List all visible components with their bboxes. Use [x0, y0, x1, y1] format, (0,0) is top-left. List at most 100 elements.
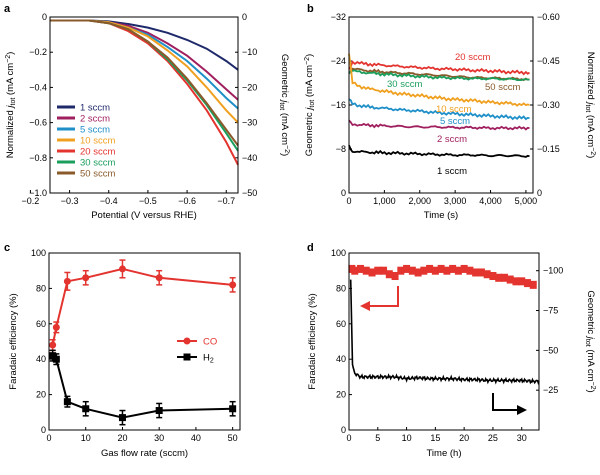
panel-c-xtick-label: 10 [81, 433, 91, 443]
panel-c-point [52, 355, 60, 363]
panel-b-xtick-label: 4,000 [479, 196, 502, 206]
panel-c-frame [48, 252, 241, 431]
panel-d-frame [348, 252, 540, 431]
panel-d-fe-point [512, 277, 520, 286]
panel-b-annotation: 50 sccm [485, 82, 520, 93]
panel-b-ytick-label: −24 [331, 56, 346, 66]
panel-d-fe-point [477, 268, 485, 277]
panel-c-point [63, 398, 71, 406]
panel-d: d 0 5 10 15 20 25 30 0 20 40 60 80 100 −25 −50 −75 −100 Ti… [307, 242, 596, 459]
panel-c-xtick-label: 30 [154, 433, 164, 443]
panel-d-fe-point [374, 266, 382, 275]
panel-d-fe-point [466, 266, 474, 275]
panel-b-y2tick-label: −0.60 [537, 12, 560, 22]
panel-b-annotation: 1 sccm [437, 166, 467, 177]
panel-d-y2tick-label: −100 [543, 266, 563, 276]
panel-d-fe-point [397, 266, 405, 275]
panel-a-ytick-label: −1.0 [29, 188, 47, 198]
panel-b-y2label: Normalized jtot (mA cm−2) [584, 52, 596, 159]
panel-b-annotation: 20 sccm [455, 52, 490, 63]
panel-b-xtick-label: 1,000 [373, 196, 396, 206]
panel-c-legend-marker [183, 337, 191, 345]
panel-b-series-line [348, 60, 530, 76]
panel-a-y2tick-label: −20 [242, 82, 257, 92]
panel-d-fe-point [483, 270, 491, 279]
panel-d-fe-point [362, 266, 370, 275]
panel-a-legend-label: 50 sccm [80, 169, 115, 180]
panel-a-label: a [4, 3, 11, 15]
panel-b-ylabel: Geometric jtot (mA cm−2) [304, 54, 316, 156]
panel-d-y2tick-label: −50 [543, 345, 558, 355]
panel-d-fe-point [529, 280, 537, 289]
panel-b-series-line [348, 98, 530, 121]
panel-c-xtick-label: 20 [117, 433, 127, 443]
panel-c-label: c [4, 242, 10, 254]
panel-b-annotation: 30 sccm [387, 79, 422, 90]
panel-d-fe-point [408, 266, 416, 275]
panel-d-y2label: Geometric jtot (mA cm−2) [584, 290, 596, 392]
panel-b-series-line [348, 67, 530, 82]
panel-a-ytick-label: −0.4 [29, 82, 47, 92]
panel-d-xlabel: Time (h) [426, 448, 461, 459]
panel-c-point [63, 277, 71, 285]
panel-c-point [118, 265, 126, 273]
panel-a-y2tick-label: 0 [242, 12, 247, 22]
panel-b-y2tick-label: −0.45 [537, 56, 560, 66]
panel-d-fe-point [351, 266, 359, 275]
panel-a-ytick-label: 0 [42, 12, 47, 22]
panel-a-series-line [50, 19, 239, 147]
panel-c-legend-marker [183, 353, 191, 361]
panel-c-ytick-label: 100 [31, 248, 46, 258]
panel-d-xtick-label: 5 [375, 433, 380, 443]
panel-d-arrowhead-left [360, 301, 370, 311]
panel-a-ytick-label: −0.2 [29, 47, 47, 57]
panel-c-point [49, 352, 57, 360]
panel-a-legend-label: 5 sccm [80, 125, 110, 136]
panel-c-point [118, 414, 126, 422]
panel-a-legend-label: 30 sccm [80, 158, 115, 169]
panel-d-xtick-label: 30 [517, 433, 527, 443]
panel-b-series-line [348, 119, 530, 131]
panel-a-legend-label: 20 sccm [80, 147, 115, 158]
panel-d-current-line [349, 279, 540, 385]
panel-c-legend-label: CO [203, 337, 217, 348]
panel-d-fe-point [443, 266, 451, 275]
panel-b-y2tick-label: −0.30 [537, 100, 560, 110]
panel-c-legend-label: H2 [203, 353, 214, 365]
panel-d-fe-point [449, 264, 457, 273]
panel-b-annotation: 2 sccm [437, 134, 467, 145]
panel-d-fe-point [414, 268, 422, 277]
panel-c-xlabel: Gas flow rate (sccm) [101, 448, 188, 459]
panel-a-ylabel: Normalized jtot (mA cm−2) [5, 52, 17, 159]
panel-b-series-line [348, 144, 530, 158]
panel-d-ytick-label: 20 [336, 390, 346, 400]
panel-a-xtick-label: −0.3 [61, 196, 79, 206]
panel-c-point [155, 274, 163, 282]
panel-d-fe-point [368, 268, 376, 277]
panel-d-arrow-right [492, 393, 518, 411]
panel-d-fe-point [431, 266, 439, 275]
panel-d-arrow-left [368, 286, 399, 307]
panel-a-legend-label: 10 sccm [80, 136, 115, 147]
panel-c-xtick-label: 0 [46, 433, 51, 443]
panel-d-arrowhead-right [517, 405, 527, 415]
panel-d-ytick-label: 0 [341, 425, 346, 435]
panel-a-xtick-label: −0.5 [139, 196, 157, 206]
panel-a-frame [49, 16, 239, 194]
panel-a-y2tick-label: −30 [242, 118, 257, 128]
panel-d-ytick-label: 80 [336, 283, 346, 293]
panel-d-ytick-label: 100 [331, 248, 346, 258]
panel-a-y2tick-label: −50 [242, 188, 257, 198]
panel-a-legend-label: 2 sccm [80, 114, 110, 125]
panel-c-series-line [52, 354, 233, 419]
panel-b-series-line [348, 69, 530, 82]
panel-b-label: b [307, 3, 314, 15]
panel-c-point [229, 405, 237, 413]
panel-d-fe-point [495, 273, 503, 282]
panel-d-ylabel: Faradaic efficiency (%) [307, 293, 318, 389]
panel-d-fe-point [437, 264, 445, 273]
panel-d-fe-point [426, 264, 434, 273]
panel-b-xtick-label: 2,000 [409, 196, 432, 206]
panel-b-xtick-label: 3,000 [444, 196, 467, 206]
panel-d-fe-point [454, 266, 462, 275]
